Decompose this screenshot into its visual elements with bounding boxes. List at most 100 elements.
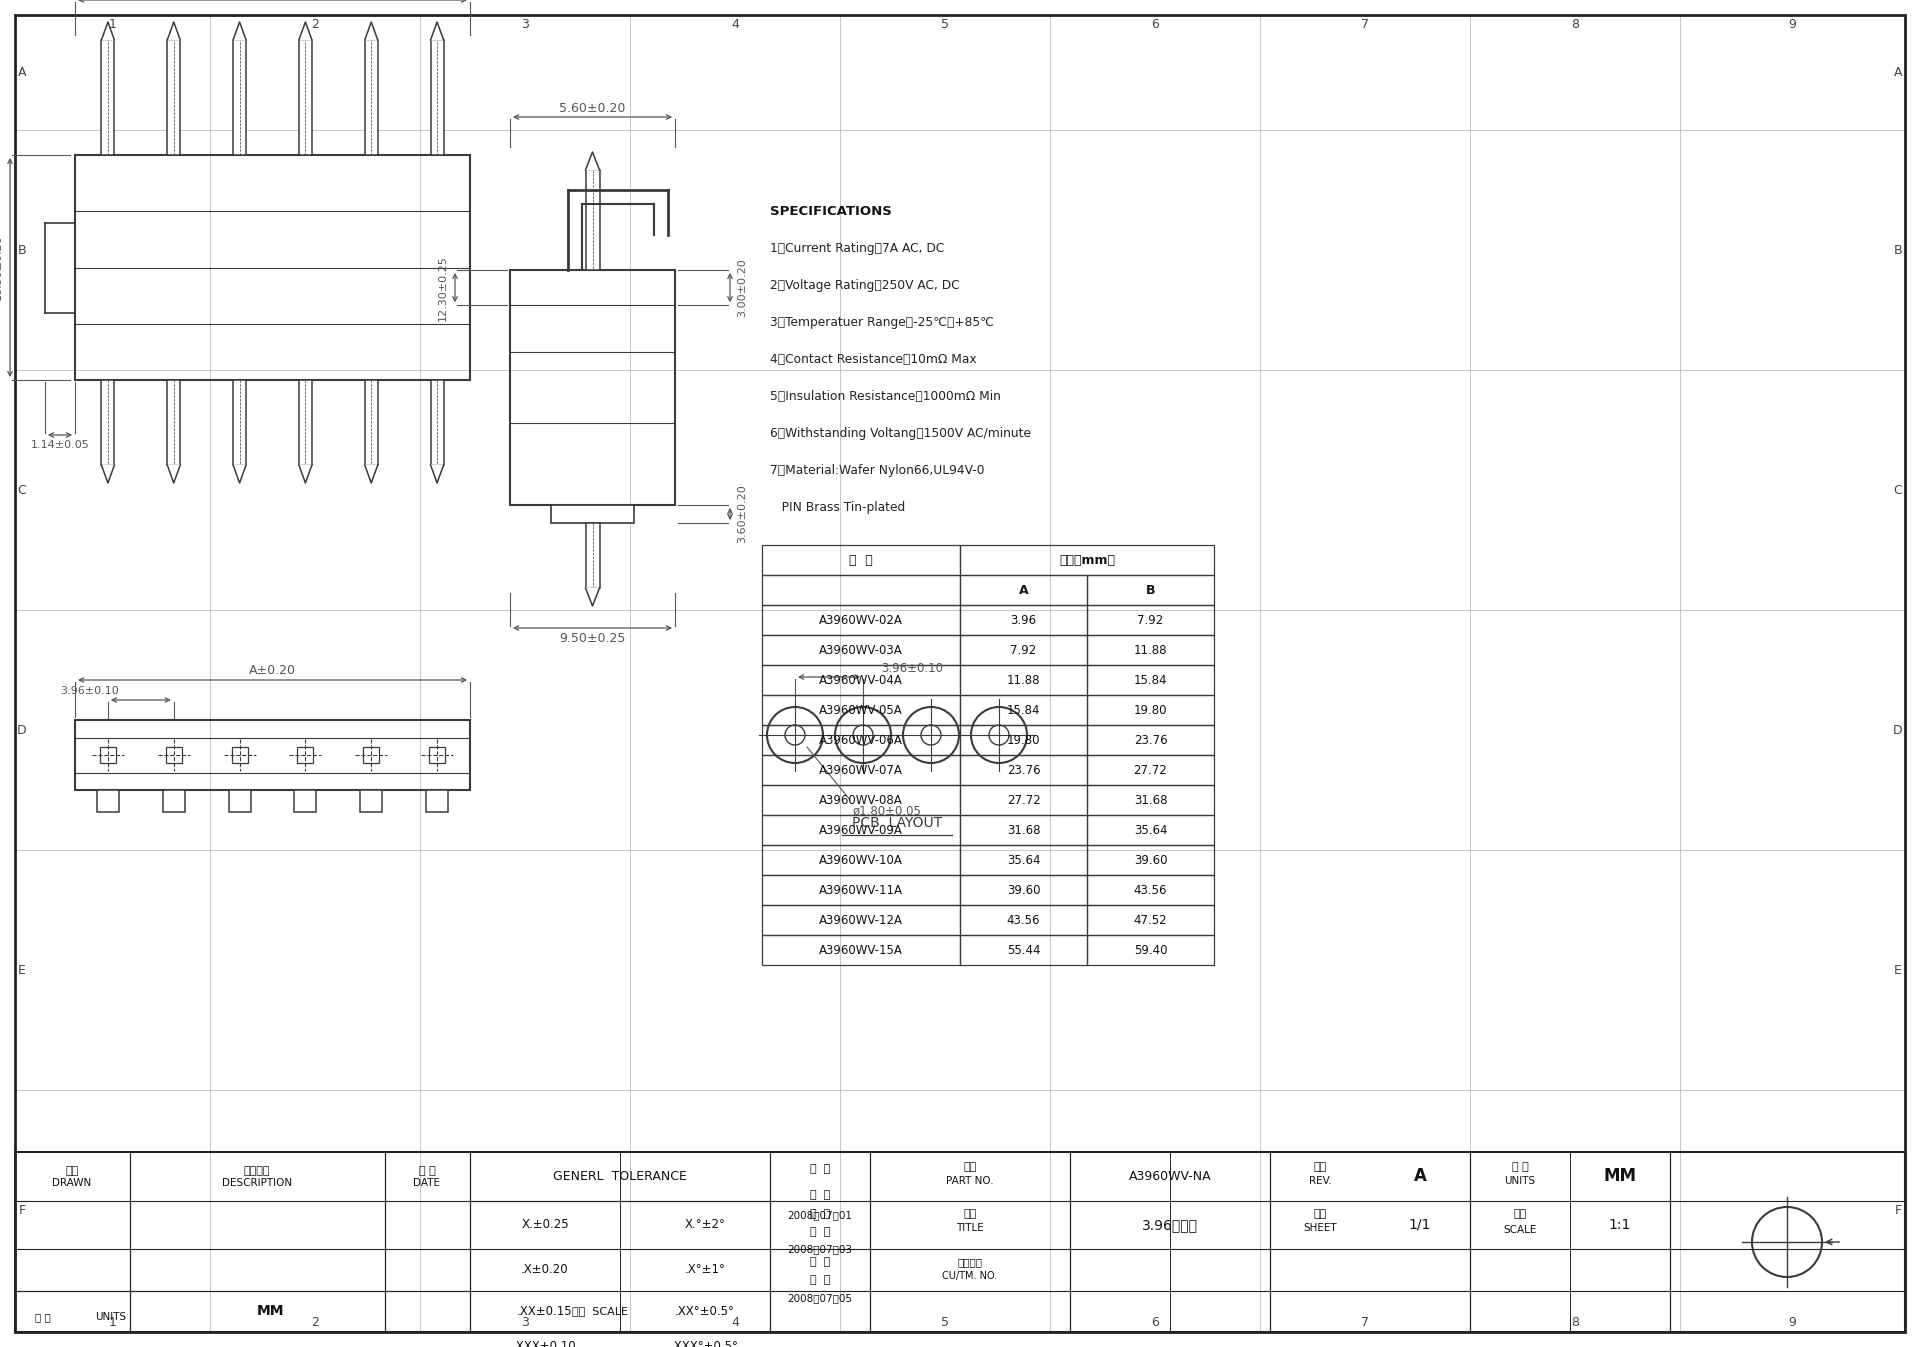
Text: 59.40: 59.40 (1133, 943, 1167, 956)
Text: B: B (17, 244, 27, 256)
Bar (960, 785, 1087, 815)
Text: 制图: 制图 (65, 1167, 79, 1176)
Text: MM: MM (255, 1304, 284, 1319)
Bar (1087, 935, 1213, 964)
Text: 35.64: 35.64 (1006, 854, 1041, 866)
Text: 4、Contact Resistance：10mΩ Max: 4、Contact Resistance：10mΩ Max (770, 353, 977, 366)
Bar (232, 380, 246, 465)
Bar (102, 40, 115, 155)
Text: 9: 9 (1789, 18, 1797, 31)
Text: DRAWN: DRAWN (52, 1179, 92, 1188)
Bar (960, 815, 1087, 845)
Text: A3960WV-05A: A3960WV-05A (820, 703, 902, 717)
Polygon shape (430, 465, 444, 484)
Text: SHEET: SHEET (1304, 1223, 1336, 1233)
Bar (300, 40, 311, 155)
Text: 23.76: 23.76 (1006, 764, 1041, 776)
Text: 19.80: 19.80 (1133, 703, 1167, 717)
Text: A3960WV-03A: A3960WV-03A (820, 644, 902, 656)
Text: D: D (17, 723, 27, 737)
Bar (960, 935, 1087, 964)
Bar (960, 665, 1087, 695)
Bar (365, 40, 378, 155)
Polygon shape (232, 465, 246, 484)
Text: 7: 7 (1361, 18, 1369, 31)
Bar (1087, 725, 1213, 756)
Bar (1087, 905, 1213, 935)
Bar (300, 380, 311, 465)
Text: 3.96直针座: 3.96直针座 (1142, 1218, 1198, 1233)
Bar (232, 748, 248, 762)
Text: 23.76: 23.76 (1133, 734, 1167, 746)
Text: 5: 5 (941, 1316, 948, 1329)
Text: A3960WV-07A: A3960WV-07A (820, 764, 902, 776)
Text: 1: 1 (109, 1316, 117, 1329)
Text: 5、Insulation Resistance：1000mΩ Min: 5、Insulation Resistance：1000mΩ Min (770, 391, 1000, 403)
Bar (511, 269, 676, 505)
Bar (960, 546, 1213, 575)
Text: 2: 2 (311, 1316, 319, 1329)
Polygon shape (300, 22, 311, 40)
Polygon shape (102, 465, 115, 484)
Bar (960, 756, 1087, 785)
Text: X.°±2°: X.°±2° (685, 1219, 726, 1231)
Text: E: E (1893, 963, 1903, 977)
Text: 11.88: 11.88 (1006, 674, 1041, 687)
Polygon shape (102, 22, 115, 40)
Text: A3960WV-10A: A3960WV-10A (820, 854, 902, 866)
Bar (294, 789, 317, 812)
Text: 核  准: 核 准 (810, 1257, 829, 1268)
Text: A3960WV-02A: A3960WV-02A (820, 613, 902, 626)
Text: 杨  林: 杨 林 (810, 1276, 829, 1285)
Text: 9.50±0.25: 9.50±0.25 (559, 632, 626, 644)
Text: 4: 4 (732, 18, 739, 31)
Text: B: B (1146, 583, 1156, 597)
Text: DESCRIPTION: DESCRIPTION (223, 1179, 292, 1188)
Text: .X°±1°: .X°±1° (685, 1263, 726, 1277)
Text: 1/1: 1/1 (1409, 1218, 1430, 1233)
Bar (426, 789, 447, 812)
Text: A3960WV-09A: A3960WV-09A (820, 823, 902, 836)
Text: 2、Voltage Rating：250V AC, DC: 2、Voltage Rating：250V AC, DC (770, 279, 960, 292)
Text: A: A (17, 66, 27, 79)
Text: 比例: 比例 (1513, 1208, 1526, 1219)
Text: 15.84: 15.84 (1133, 674, 1167, 687)
Bar (960, 695, 1087, 725)
Bar (586, 170, 599, 269)
Text: 11.88: 11.88 (1133, 644, 1167, 656)
Text: .XX±0.15: .XX±0.15 (516, 1305, 572, 1317)
Text: PART NO.: PART NO. (947, 1176, 995, 1185)
Text: MM: MM (1603, 1168, 1636, 1185)
Text: 单 位: 单 位 (35, 1312, 50, 1321)
Text: 16.50±0.20: 16.50±0.20 (0, 234, 4, 300)
Polygon shape (430, 22, 444, 40)
Polygon shape (167, 22, 180, 40)
Bar (960, 876, 1087, 905)
Text: 2: 2 (311, 18, 319, 31)
Text: 8: 8 (1571, 18, 1578, 31)
Text: PCB  LAYOUT: PCB LAYOUT (852, 816, 943, 830)
Bar (1087, 695, 1213, 725)
Text: 版本: 版本 (1313, 1162, 1327, 1172)
Bar (960, 575, 1087, 605)
Text: 31.68: 31.68 (1006, 823, 1041, 836)
Bar (762, 935, 960, 964)
Text: 编  号: 编 号 (849, 554, 874, 567)
Bar (228, 789, 252, 812)
Bar (428, 748, 445, 762)
Text: 43.56: 43.56 (1006, 913, 1041, 927)
Text: 19.80: 19.80 (1006, 734, 1041, 746)
Bar (960, 634, 1087, 665)
Text: SPECIFICATIONS: SPECIFICATIONS (770, 205, 893, 218)
Bar (363, 748, 380, 762)
Text: .XXX±0.10: .XXX±0.10 (513, 1340, 576, 1347)
Bar (960, 605, 1087, 634)
Bar (551, 505, 634, 523)
Text: 3: 3 (520, 1316, 528, 1329)
Text: X.±0.25: X.±0.25 (520, 1219, 568, 1231)
Bar (15, 1152, 1905, 1332)
Text: F: F (1895, 1204, 1901, 1218)
Text: 3.60±0.20: 3.60±0.20 (737, 485, 747, 543)
Text: 39.60: 39.60 (1006, 884, 1041, 897)
Text: 2008、07、05: 2008、07、05 (787, 1293, 852, 1303)
